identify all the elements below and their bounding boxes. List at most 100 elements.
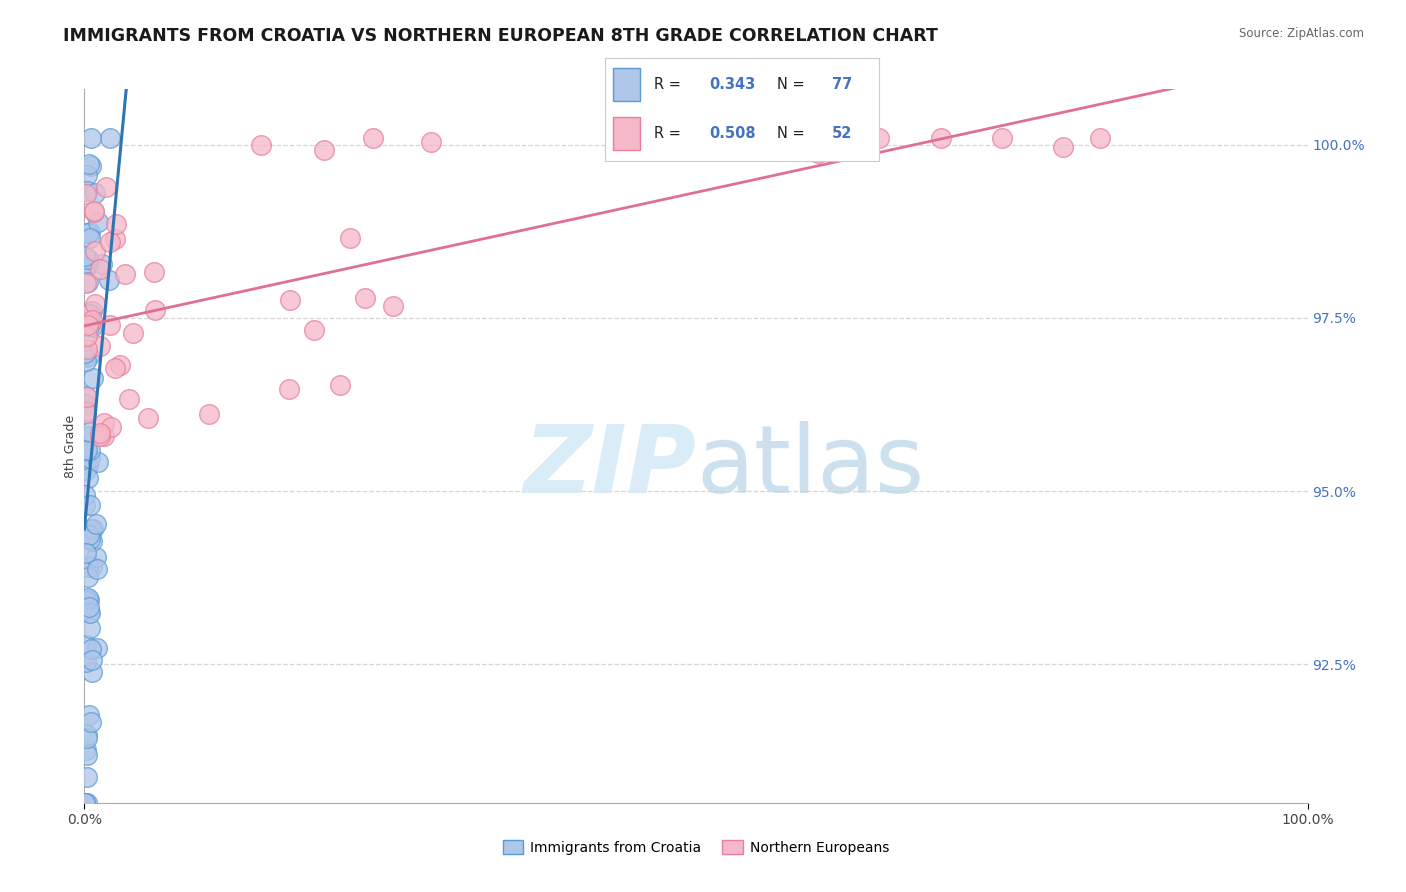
Point: [77, 559, 100, 574]
Text: 77: 77: [832, 77, 852, 92]
Text: atlas: atlas: [696, 421, 924, 514]
Point: [82, 558, 104, 573]
Text: R =: R =: [654, 127, 686, 142]
Point: [97, 273, 120, 287]
Text: ZIP: ZIP: [523, 421, 696, 514]
Point: [77, 593, 100, 607]
Point: [98, 130, 121, 145]
Point: [197, 407, 219, 421]
Point: [83, 204, 105, 219]
Point: [136, 410, 159, 425]
Point: [84, 516, 107, 531]
Point: [93, 417, 115, 431]
Point: [76, 458, 98, 472]
Point: [76, 257, 98, 271]
Point: [76, 404, 98, 418]
Point: [278, 293, 301, 307]
Point: [77, 605, 100, 619]
Point: [89, 339, 111, 353]
Point: [869, 130, 891, 145]
Point: [77, 156, 100, 170]
Point: [76, 308, 98, 322]
Point: [75, 187, 97, 202]
Point: [76, 770, 98, 784]
Point: [76, 329, 98, 343]
Point: [75, 463, 97, 477]
Point: [96, 179, 118, 194]
Text: Source: ZipAtlas.com: Source: ZipAtlas.com: [1239, 27, 1364, 40]
Point: [75, 276, 97, 290]
Point: [79, 425, 101, 439]
Point: [77, 258, 100, 272]
Text: IMMIGRANTS FROM CROATIA VS NORTHERN EUROPEAN 8TH GRADE CORRELATION CHART: IMMIGRANTS FROM CROATIA VS NORTHERN EURO…: [63, 27, 938, 45]
Point: [121, 326, 143, 340]
Point: [79, 522, 101, 536]
Point: [73, 498, 96, 512]
Point: [75, 354, 97, 368]
Point: [79, 442, 101, 457]
Point: [685, 130, 707, 145]
Point: [145, 303, 167, 318]
Text: 52: 52: [832, 127, 852, 142]
Point: [98, 235, 121, 249]
Point: [80, 642, 103, 657]
Point: [79, 498, 101, 512]
Point: [76, 275, 98, 289]
Point: [89, 261, 111, 276]
Point: [1052, 140, 1074, 154]
Point: [104, 361, 127, 376]
Point: [991, 130, 1014, 145]
Point: [117, 392, 139, 406]
Point: [79, 451, 101, 466]
Legend: Immigrants from Croatia, Northern Europeans: Immigrants from Croatia, Northern Europe…: [496, 834, 896, 860]
Point: [82, 304, 104, 318]
Point: [76, 342, 98, 356]
FancyBboxPatch shape: [613, 69, 640, 101]
Point: [86, 562, 108, 576]
Point: [277, 382, 299, 396]
Point: [80, 159, 103, 173]
Point: [76, 728, 98, 742]
Point: [80, 665, 103, 680]
Point: [77, 319, 100, 334]
Point: [76, 391, 98, 405]
Point: [302, 323, 325, 337]
Point: [84, 297, 107, 311]
Point: [77, 318, 100, 333]
Point: [79, 600, 101, 615]
Point: [79, 621, 101, 635]
Point: [354, 291, 377, 305]
Point: [75, 350, 97, 364]
Point: [250, 138, 273, 153]
Point: [80, 130, 103, 145]
Point: [76, 569, 98, 583]
Point: [77, 527, 100, 541]
Point: [76, 443, 98, 458]
Point: [79, 230, 101, 244]
Y-axis label: 8th Grade: 8th Grade: [65, 415, 77, 477]
Point: [76, 169, 98, 183]
Point: [89, 425, 111, 440]
Point: [79, 532, 101, 546]
Point: [75, 389, 97, 403]
Text: R =: R =: [654, 77, 686, 92]
Point: [76, 184, 98, 198]
Point: [807, 146, 830, 161]
Point: [75, 743, 97, 757]
Point: [76, 731, 98, 745]
Point: [419, 135, 441, 149]
Point: [76, 252, 98, 266]
Point: [110, 358, 132, 372]
Point: [76, 748, 98, 763]
Point: [89, 428, 111, 442]
Point: [77, 349, 100, 363]
Point: [929, 130, 952, 145]
Point: [84, 244, 107, 259]
Point: [77, 471, 100, 485]
Point: [76, 593, 98, 607]
Point: [86, 215, 108, 229]
Point: [329, 378, 352, 392]
Point: [98, 318, 121, 332]
Point: [82, 320, 104, 334]
Point: [75, 638, 97, 652]
